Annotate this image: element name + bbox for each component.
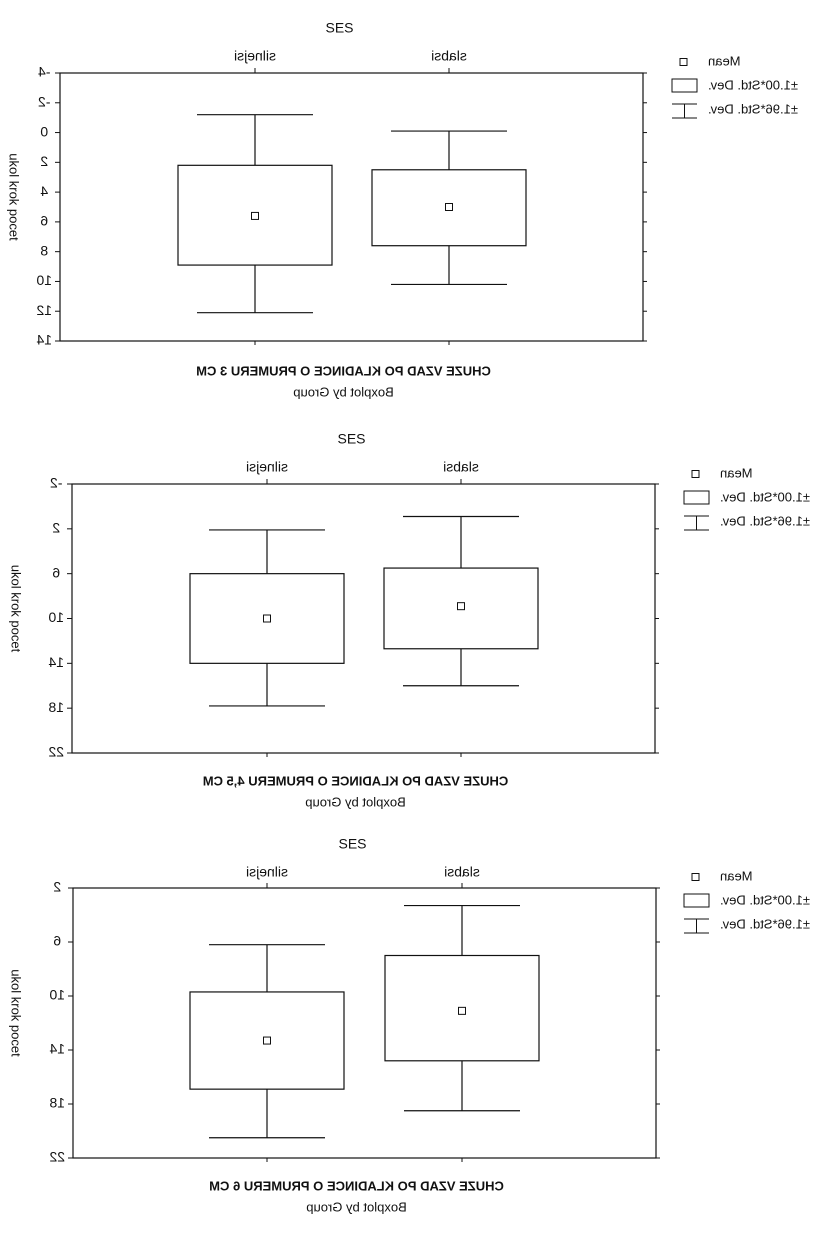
y-tick-label: 14 [48,654,64,670]
category-label: silnejsi [246,864,288,880]
plot-frame [72,887,657,1159]
mean-marker [458,1006,466,1015]
chart-title: CHUZE VZAD PO KLADINCE O PRUMERU 4,5 CM [203,773,509,788]
category-label: slabsi [444,864,480,880]
y-tick-label: 8 [40,242,48,258]
chart-4-5cm: -2 2 6 10 14 18 22 ukol krok pocet SES silnejsi sl… [9,431,810,810]
mean-marker [457,602,465,611]
y-tick-label: 6 [40,213,48,229]
mean-marker [263,1036,271,1045]
plot-frame [71,483,656,754]
chart-title: CHUZE VZAD PO KLADINCE O PRUMERU 6 CM [209,1178,504,1193]
y-tick-label: 4 [40,183,48,199]
legend-box-label: ±1.00*Std. Dev. [720,892,810,907]
y-tick-label: 18 [48,699,64,715]
chart-6cm: 2 6 10 14 18 22 ukol krok pocet SES silnejsi slab… [9,836,810,1215]
legend-whisker-label: ±1.96*Std. Dev. [708,101,798,116]
plot-frame [59,72,644,342]
y-tick-label: 18 [49,1095,65,1111]
mean-marker [445,203,453,211]
y-axis-label: ukol krok pocet [9,969,24,1057]
legend-box-icon [683,490,710,505]
legend-mean-icon [691,470,700,478]
y-tick-label: 2 [52,520,60,536]
y-tick-label: 6 [52,564,60,580]
legend-mean-label: Mean [708,53,741,68]
chart-subtitle: Boxplot by Group [293,384,393,399]
legend-box-label: ±1.00*Std. Dev. [708,77,798,92]
y-tick-label: 0 [40,123,48,139]
category-label: slabsi [431,48,467,64]
boxplot-panel-6cm: 2 6 10 14 18 22 ukol krok pocet SES silnejsi slab… [0,815,837,1225]
category-label: silnejsi [234,48,276,64]
y-tick-label: 14 [49,1041,65,1057]
y-tick-label: -4 [38,64,51,80]
mean-marker [251,211,259,220]
legend-mean-label: Mean [720,868,753,883]
y-tick-label: 22 [48,744,64,760]
chart-3cm: -4 -2 0 2 4 6 8 10 12 14 ukol krok pocet SES silnejs… [7,20,798,400]
category-label: silnejsi [246,459,288,475]
chart-subtitle: Boxplot by Group [306,1199,406,1214]
boxplot-panel-3cm: -4 -2 0 2 4 6 8 10 12 14 ukol krok pocet SES silnejs… [0,0,837,410]
legend-box-label: ±1.00*Std. Dev. [720,489,810,504]
y-tick-label: 10 [36,272,52,288]
chart-title: CHUZE VZAD PO KLADINCE O PRUMERU 3 CM [196,363,491,378]
group-label: SES [338,836,366,852]
y-tick-label: 6 [53,933,61,949]
legend-whisker-label: ±1.96*Std. Dev. [720,513,810,528]
y-tick-label: 14 [36,332,52,348]
y-tick-label: 2 [53,879,61,895]
y-axis-label: ukol krok pocet [7,153,22,241]
category-label: slabsi [443,459,479,475]
y-tick-label: -2 [38,93,51,109]
legend-box-icon [683,893,710,908]
legend-mean-icon [679,58,688,66]
legend-mean-icon [691,873,700,881]
legend-box-icon [671,78,698,93]
mean-marker [263,614,271,623]
group-label: SES [325,20,353,36]
y-tick-label: 10 [48,609,64,625]
y-tick-label: 12 [36,302,52,318]
y-axis-label: ukol krok pocet [9,565,24,653]
chart-subtitle: Boxplot by Group [305,794,405,809]
legend-whisker-label: ±1.96*Std. Dev. [720,916,810,931]
group-label: SES [337,431,365,447]
boxplot-panel-4-5cm: -2 2 6 10 14 18 22 ukol krok pocet SES silnejsi sl… [0,410,837,820]
y-tick-label: 2 [40,153,48,169]
y-tick-label: 22 [49,1149,65,1165]
y-tick-label: -2 [50,475,63,491]
legend-mean-label: Mean [720,465,753,480]
y-tick-label: 10 [49,987,65,1003]
